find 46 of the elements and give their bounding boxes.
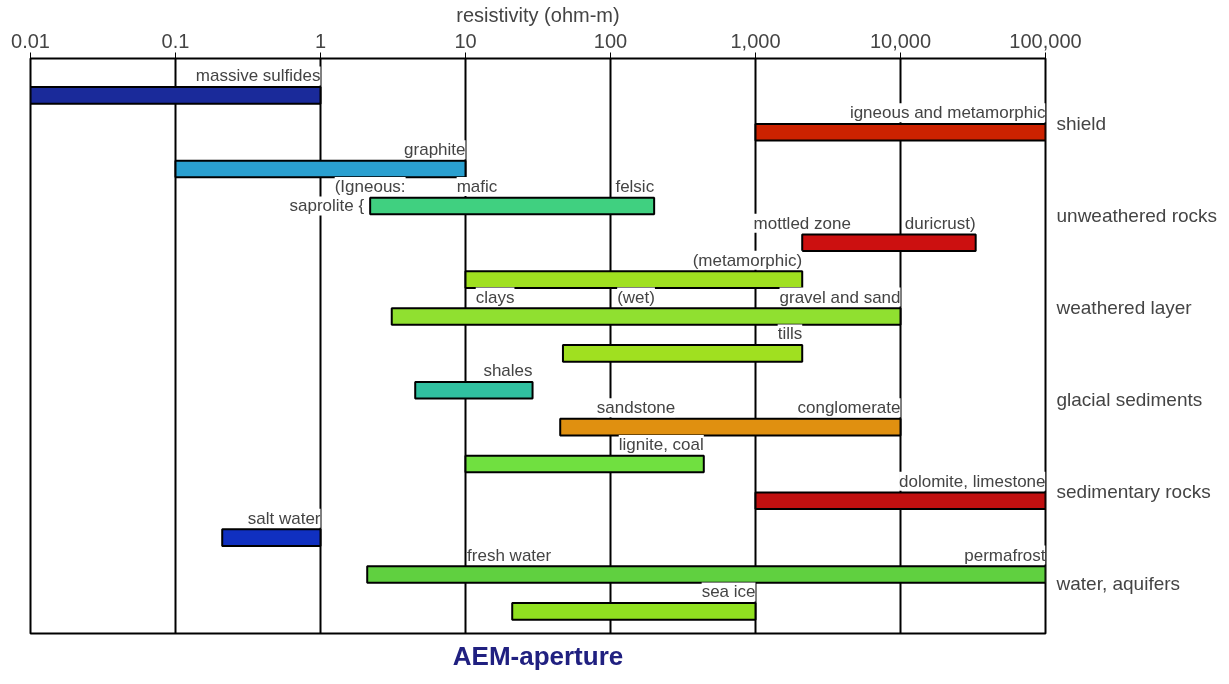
bar bbox=[511, 602, 757, 621]
x-tick-label: 100 bbox=[593, 29, 628, 52]
y-tick-label: salt water bbox=[247, 508, 321, 528]
x-tick-label: 0.01 bbox=[11, 29, 50, 52]
x-tick-label: 10 bbox=[454, 29, 477, 52]
text: shield bbox=[1056, 112, 1107, 134]
bar bbox=[464, 270, 804, 289]
y-tick-label: duricrust) bbox=[904, 213, 976, 233]
y-tick-label: conglomerate bbox=[797, 398, 901, 418]
y-tick-label: graphite bbox=[404, 140, 466, 160]
annotation: sandstone bbox=[596, 398, 676, 418]
text: sedimentary rocks bbox=[1056, 481, 1211, 503]
text: glacial sediments bbox=[1056, 388, 1203, 410]
bar bbox=[414, 380, 534, 400]
annotation: clays bbox=[475, 287, 515, 307]
text: unweathered rocks bbox=[1056, 204, 1218, 226]
annotation: (wet) bbox=[617, 287, 655, 307]
x-axis-title: resistivity (ohm-m) bbox=[456, 3, 620, 26]
bar bbox=[221, 528, 322, 547]
y-tick-label: sea ice bbox=[701, 582, 756, 602]
bar bbox=[464, 454, 705, 474]
annotation: (Igneous: bbox=[334, 176, 406, 196]
y-tick-label: lignite, coal bbox=[618, 435, 704, 454]
y-tick-label: shales bbox=[483, 361, 533, 381]
bar bbox=[561, 344, 804, 363]
text: AEM-aperture bbox=[452, 640, 624, 671]
text: water, aquifers bbox=[1055, 573, 1181, 595]
y-tick-label: tills bbox=[777, 324, 803, 344]
x-tick-label: 10,000 bbox=[869, 29, 932, 52]
x-tick-label: 1 bbox=[314, 29, 327, 52]
x-tick-label: 0.1 bbox=[161, 29, 190, 52]
bar bbox=[369, 196, 656, 216]
y-tick-label: massive sulfides bbox=[195, 66, 321, 86]
x-tick-label: 100,000 bbox=[1009, 29, 1082, 52]
annotation: mafic bbox=[456, 176, 498, 196]
annotation: mottled zone bbox=[753, 213, 851, 233]
y-tick-label: gravel and sand bbox=[779, 287, 901, 307]
y-tick-label: dolomite, limestone bbox=[899, 471, 1046, 491]
annotation: saprolite { bbox=[289, 196, 365, 216]
y-tick-label: permafrost bbox=[964, 545, 1046, 565]
text: weathered layer bbox=[1055, 296, 1193, 318]
annotation: fresh water bbox=[467, 545, 552, 565]
y-tick-label: felsic bbox=[615, 176, 655, 196]
x-tick-label: 1,000 bbox=[730, 29, 781, 52]
y-tick-label: (metamorphic) bbox=[692, 250, 803, 270]
y-tick-label: igneous and metamorphic bbox=[849, 103, 1046, 123]
